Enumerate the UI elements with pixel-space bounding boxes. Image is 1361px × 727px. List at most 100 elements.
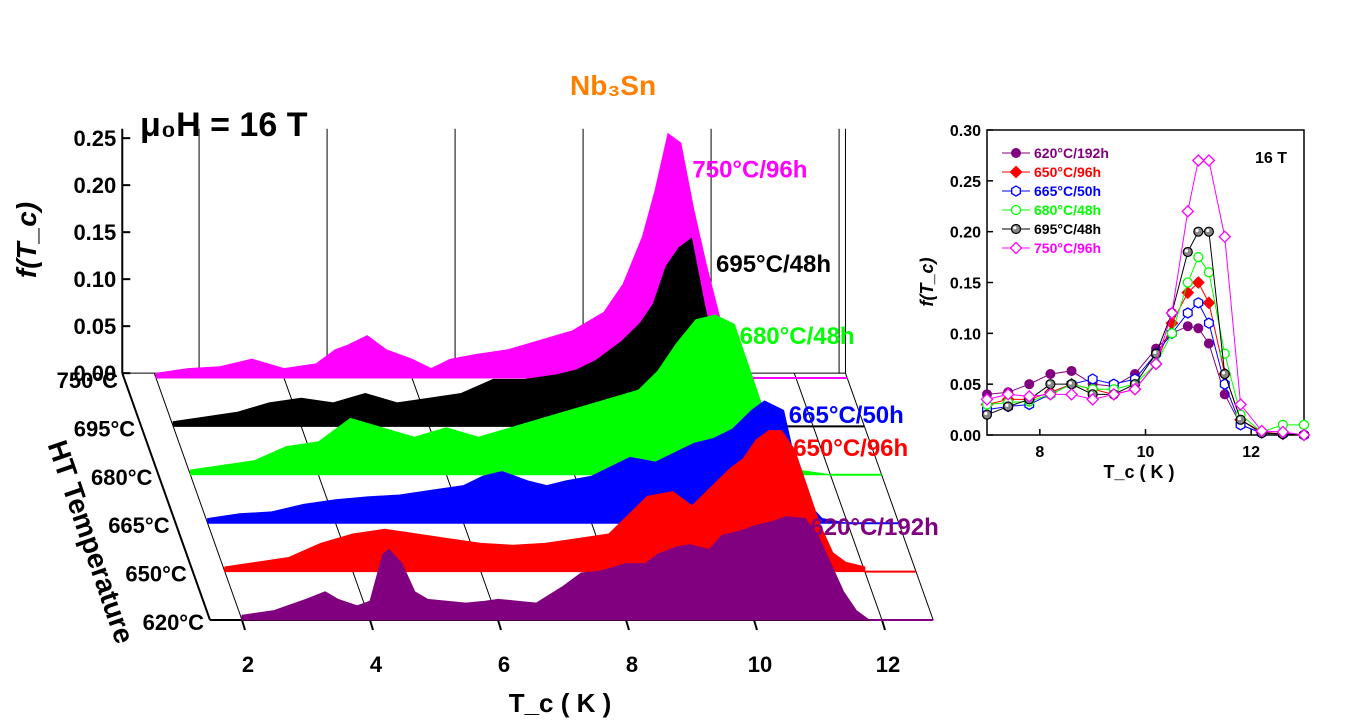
inset-marker <box>1203 317 1214 329</box>
series-area <box>207 400 848 524</box>
series-label: 620°C/192h <box>810 514 938 541</box>
inset-marker <box>1235 414 1246 425</box>
inset-marker <box>1149 357 1163 371</box>
inset-marker <box>1234 398 1248 411</box>
inset-y-tick-label: 0.30 <box>950 123 981 140</box>
inset-marker <box>1010 223 1022 235</box>
x-tick-label: 4 <box>370 652 383 677</box>
y-tick-label: 0.15 <box>73 220 116 245</box>
floor-right-edge <box>845 372 934 621</box>
y-tick-label: 0.25 <box>73 126 116 151</box>
series-label: 695°C/48h <box>716 251 831 278</box>
inset-series-line <box>986 325 1305 436</box>
y-tick-label: 0.10 <box>73 267 116 292</box>
inset-x-tick-label: 8 <box>1035 444 1044 461</box>
inset-y-tick-label: 0.20 <box>950 225 981 242</box>
legend-label: 650°C/96h <box>1034 164 1101 180</box>
inset-x-tick-label: 10 <box>1137 444 1155 461</box>
x-tick-label: 6 <box>498 652 510 677</box>
inset-marker <box>1203 338 1214 349</box>
inset-marker <box>1182 307 1193 319</box>
x-tick-label: 10 <box>748 652 772 677</box>
inset-x-axis-label: T_c ( K ) <box>1103 462 1174 482</box>
inset-marker <box>1297 428 1311 442</box>
legend-label: 750°C/96h <box>1034 240 1101 256</box>
x-tick-label: 8 <box>626 652 638 677</box>
x-tick-mark <box>369 619 374 631</box>
inset-marker <box>1203 226 1215 237</box>
series-label: 750°C/96h <box>692 157 807 184</box>
inset-y-tick-label: 0.25 <box>950 174 981 191</box>
inset-marker <box>1045 379 1056 390</box>
inset-series-line <box>986 281 1305 436</box>
inset-marker <box>1219 348 1230 359</box>
inset-marker <box>1203 267 1215 278</box>
inset-marker <box>1182 246 1193 258</box>
inset-marker <box>1193 226 1204 237</box>
inset-series-line <box>986 231 1305 436</box>
inset-y-tick-label: 0.00 <box>950 428 981 445</box>
legend-label: 665°C/50h <box>1034 183 1101 199</box>
z-tick-label: 620°C <box>143 610 205 635</box>
x-axis-label: T_c ( K ) <box>509 688 612 718</box>
inset-marker <box>1024 379 1035 390</box>
floor-gridline <box>793 372 883 621</box>
inset-marker <box>1010 204 1022 216</box>
field-annotation: μ₀H = 16 T <box>140 106 308 144</box>
inset-marker <box>1045 369 1056 379</box>
inset-marker <box>1219 368 1230 380</box>
inset-annotation: 16 T <box>1255 150 1287 167</box>
series-area <box>241 516 871 621</box>
inset-marker <box>980 392 994 406</box>
inset-marker <box>1128 382 1142 396</box>
series-area <box>224 430 866 573</box>
series-label: 680°C/48h <box>740 323 855 350</box>
z-tick-label: 650°C <box>125 562 187 587</box>
legend-label: 680°C/48h <box>1034 202 1101 218</box>
inset-marker <box>1001 387 1015 401</box>
inset-series-line <box>986 256 1304 433</box>
inset-y-axis-label: f(T_c) <box>917 257 937 306</box>
inset-marker <box>1191 154 1205 167</box>
inset-marker <box>1193 251 1204 263</box>
legend-label: 620°C/192h <box>1034 145 1109 161</box>
inset-marker <box>1276 425 1290 439</box>
material-annotation: Nb₃Sn <box>570 70 656 101</box>
inset-marker <box>1218 230 1232 244</box>
z-tick-label: 750°C <box>57 368 119 393</box>
z-axis-line <box>121 372 211 621</box>
y-axis-label: f(T_c) <box>11 202 42 278</box>
inset-marker <box>1086 392 1100 406</box>
inset-marker <box>1165 306 1179 320</box>
inset-marker <box>1202 296 1216 310</box>
y-tick-label: 0.00 <box>73 361 116 386</box>
inset-marker <box>1255 424 1269 438</box>
inset-marker <box>1065 387 1078 401</box>
y-tick-label: 0.05 <box>73 314 116 339</box>
inset-marker <box>1022 389 1036 403</box>
inset-marker <box>1182 321 1193 332</box>
inset-marker <box>1107 387 1121 401</box>
inset-marker <box>1202 154 1216 167</box>
z-tick-label: 680°C <box>91 465 153 490</box>
inset-marker <box>1066 379 1077 390</box>
inset-marker <box>1087 373 1098 385</box>
x-tick-mark <box>881 619 886 631</box>
x-tick-mark <box>753 619 758 631</box>
inset-marker <box>1009 241 1023 255</box>
floor-gridline <box>153 372 243 621</box>
x-tick-mark <box>241 619 246 631</box>
inset-marker <box>1181 204 1195 218</box>
inset-marker <box>1166 328 1178 339</box>
inset-marker <box>1193 323 1204 334</box>
waterfall-chart: 0.00 0.05 0.10 0.15 0.20 0.25 2 4 6 8 10 12 750°C 7… <box>11 70 939 718</box>
y-tick-label: 0.20 <box>73 173 116 198</box>
inset-marker <box>1003 401 1014 412</box>
inset-marker <box>1182 277 1193 288</box>
z-tick-label: 695°C <box>74 416 136 441</box>
inset-y-tick-label: 0.05 <box>950 377 981 394</box>
inset-marker <box>1009 165 1023 179</box>
series-label: 650°C/96h <box>793 435 908 462</box>
inset-marker <box>1011 185 1021 197</box>
